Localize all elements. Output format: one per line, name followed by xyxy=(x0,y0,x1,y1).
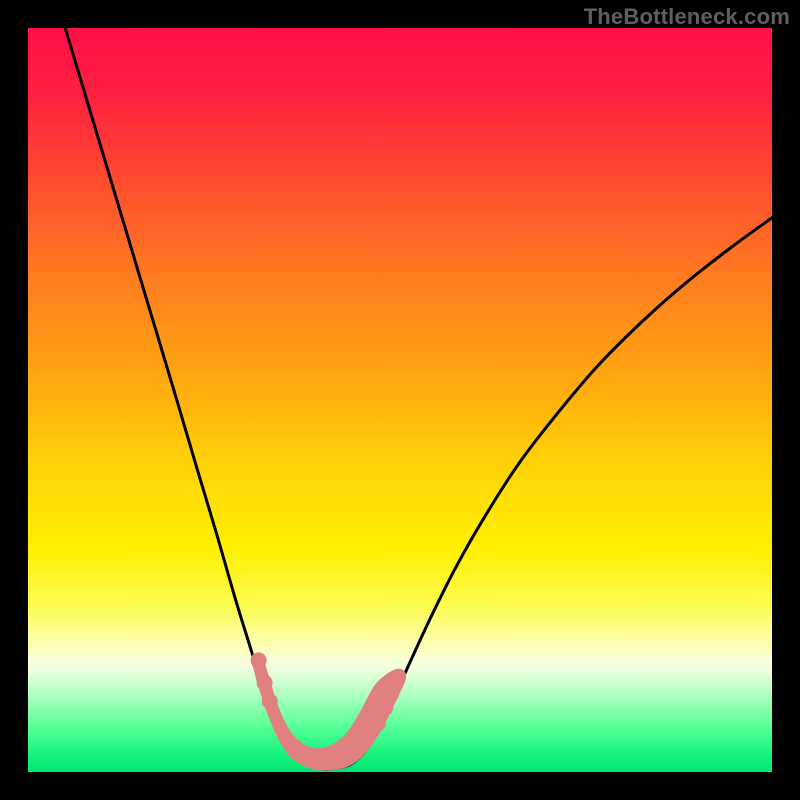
chart-canvas: TheBottleneck.com xyxy=(0,0,800,800)
overlay-dot xyxy=(257,675,273,691)
overlay-dot xyxy=(383,686,399,702)
watermark-text: TheBottleneck.com xyxy=(584,4,790,30)
series-left-branch xyxy=(65,28,374,769)
overlay-dot xyxy=(251,652,267,668)
overlay-dot xyxy=(262,693,278,709)
overlay-dot xyxy=(390,670,406,686)
curves-layer xyxy=(28,28,772,772)
overlay-dot xyxy=(370,716,386,732)
plot-area xyxy=(28,28,772,772)
series-right-branch xyxy=(374,218,772,739)
overlay-dot xyxy=(377,700,393,716)
